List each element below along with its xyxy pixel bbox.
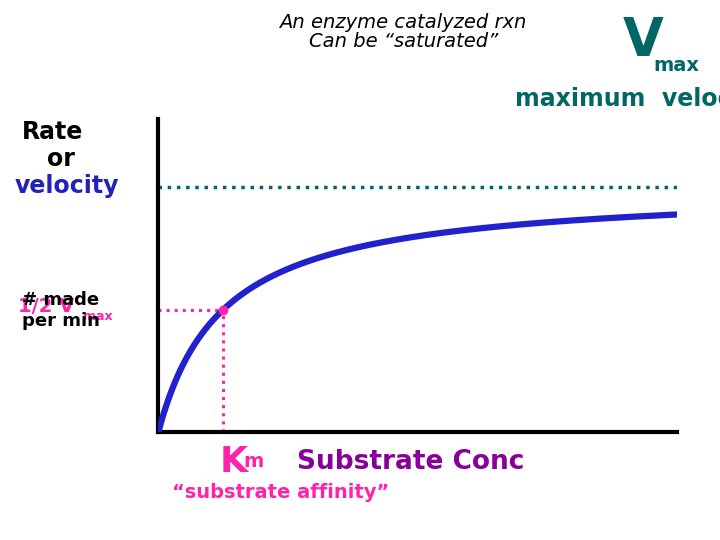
Text: max: max [83,309,112,322]
Text: K: K [220,446,248,480]
Text: Can be “saturated”: Can be “saturated” [309,32,498,51]
Text: “substrate affinity”: “substrate affinity” [172,483,390,502]
Text: Substrate Conc: Substrate Conc [297,449,524,475]
Text: velocity: velocity [14,174,119,198]
Text: Rate: Rate [22,120,83,144]
Text: m: m [243,452,264,471]
Text: 1/2 V: 1/2 V [18,298,74,316]
Text: maximum  velocity: maximum velocity [515,87,720,111]
Text: An enzyme catalyzed rxn: An enzyme catalyzed rxn [279,14,527,32]
Text: max: max [654,56,700,75]
Text: or: or [47,147,75,171]
Text: V: V [623,16,664,68]
Text: # made
per min: # made per min [22,291,99,330]
